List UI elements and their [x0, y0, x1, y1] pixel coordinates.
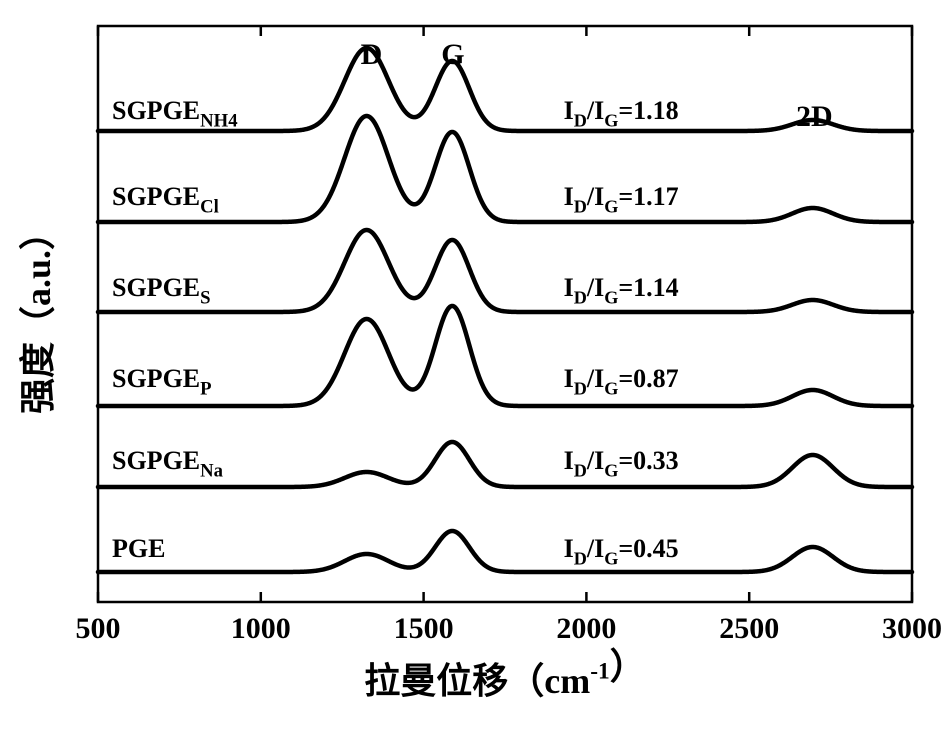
peak-label-D: D: [361, 38, 383, 71]
series-label-sgpge_nh4: SGPGENH4: [112, 96, 238, 131]
x-tick-label: 500: [76, 612, 121, 645]
series-label-sgpge_cl: SGPGECl: [112, 182, 219, 217]
series-label-sgpge_p: SGPGEP: [112, 364, 212, 399]
spectrum-sgpge_s: [98, 230, 912, 312]
x-tick-label: 3000: [882, 612, 942, 645]
spectrum-pge: [98, 531, 912, 572]
x-axis-title: 拉曼位移（cm-1）: [364, 647, 645, 701]
spectrum-sgpge_p: [98, 306, 912, 406]
series-label-pge: PGE: [112, 534, 165, 563]
raman-chart: 500 1000 1500 2000 2500 3000 拉曼位移（cm-1） 强度（a.u.…: [0, 0, 947, 744]
y-axis-title: 强度（a.u.）: [18, 214, 58, 414]
series-label-sgpge_s: SGPGES: [112, 273, 211, 308]
ratio-label-pge: ID/IG=0.45: [564, 534, 679, 568]
peak-label-TwoD: 2D: [796, 100, 833, 133]
x-tick-label: 2000: [556, 612, 616, 645]
x-tick-label: 2500: [719, 612, 779, 645]
ratio-label-sgpge_p: ID/IG=0.87: [564, 364, 679, 398]
chart-svg: 500 1000 1500 2000 2500 3000 拉曼位移（cm-1） 强度（a.u.…: [0, 0, 947, 744]
x-tick-label: 1500: [394, 612, 454, 645]
ratio-label-sgpge_cl: ID/IG=1.17: [564, 182, 679, 216]
ratio-label-sgpge_na: ID/IG=0.33: [564, 446, 679, 480]
ratio-label-sgpge_nh4: ID/IG=1.18: [564, 96, 679, 130]
x-tick-label: 1000: [231, 612, 291, 645]
series-label-sgpge_na: SGPGENa: [112, 446, 224, 481]
ratio-label-sgpge_s: ID/IG=1.14: [564, 273, 679, 307]
